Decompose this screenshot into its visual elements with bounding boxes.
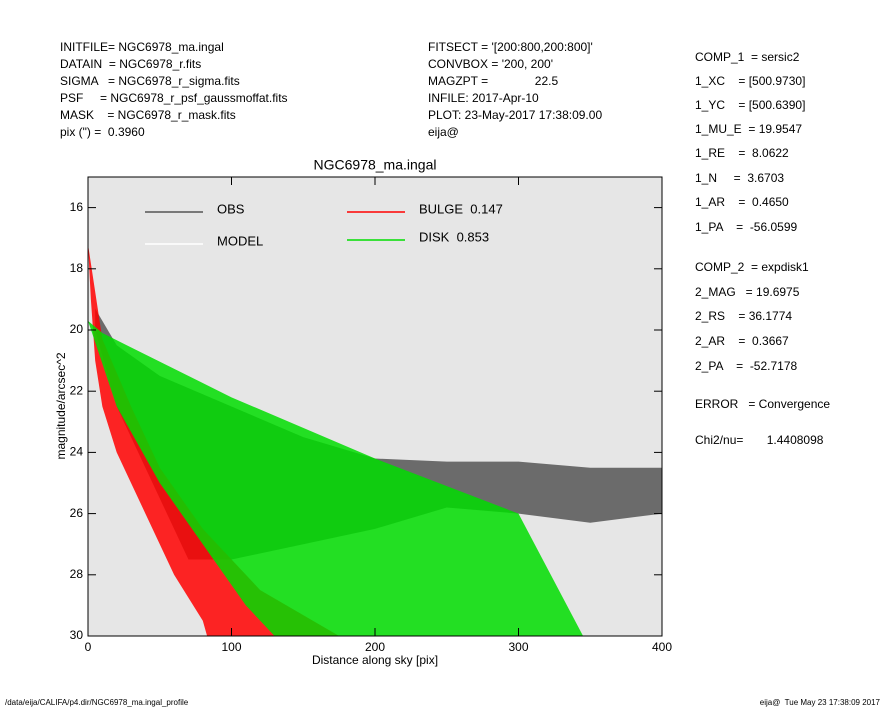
parameter-line: 2_MAG = 19.6975 (695, 285, 800, 299)
header-line: MASK = NGC6978_r_mask.fits (60, 108, 236, 122)
footer-stamp: eija@ Tue May 23 17:38:09 2017 (760, 698, 881, 707)
parameter-line: 2_PA = -52.7178 (695, 359, 798, 373)
parameter-line: 1_RE = 8.0622 (695, 146, 789, 160)
x-tick-label: 400 (652, 640, 672, 654)
parameter-line: Chi2/nu= 1.4408098 (695, 433, 824, 447)
parameter-line: COMP_2 = expdisk1 (695, 260, 809, 274)
data-region (88, 320, 584, 636)
legend-label: BULGE 0.147 (419, 201, 503, 216)
parameter-line: COMP_1 = sersic2 (695, 50, 800, 64)
y-tick-label: 20 (70, 322, 84, 336)
header-line: eija@ (428, 125, 459, 139)
header-line: PLOT: 23-May-2017 17:38:09.00 (428, 108, 602, 122)
y-tick-label: 26 (70, 506, 84, 520)
parameter-line: 2_AR = 0.3667 (695, 334, 789, 348)
legend-label: MODEL (217, 233, 263, 248)
x-axis-label: Distance along sky [pix] (312, 653, 438, 667)
y-tick-label: 28 (70, 567, 84, 581)
y-tick-label: 18 (70, 261, 84, 275)
legend-label: OBS (217, 201, 245, 216)
y-tick-label: 30 (70, 628, 84, 642)
y-tick-label: 24 (70, 445, 84, 459)
parameter-line: 1_YC = [500.6390] (695, 98, 805, 112)
parameter-line: 1_AR = 0.4650 (695, 195, 789, 209)
x-tick-label: 200 (365, 640, 385, 654)
parameter-line: 1_XC = [500.9730] (695, 74, 805, 88)
header-line: INITFILE= NGC6978_ma.ingal (60, 40, 224, 54)
header-line: MAGZPT = 22.5 (428, 74, 558, 88)
y-axis-label: magnitude/arcsec^2 (54, 352, 68, 459)
header-line: INFILE: 2017-Apr-10 (428, 91, 539, 105)
parameter-line: ERROR = Convergence (695, 397, 830, 411)
parameter-line: 2_RS = 36.1774 (695, 309, 792, 323)
x-tick-label: 100 (221, 640, 241, 654)
header-line: DATAIN = NGC6978_r.fits (60, 57, 201, 71)
header-line: CONVBOX = '200, 200' (428, 57, 553, 71)
parameter-line: 1_MU_E = 19.9547 (695, 122, 802, 136)
header-line: pix (") = 0.3960 (60, 125, 145, 139)
legend-label: DISK 0.853 (419, 229, 489, 244)
footer-path: /data/eija/CALIFA/p4.dir/NGC6978_ma.inga… (5, 698, 189, 707)
chart-title: NGC6978_ma.ingal (314, 157, 437, 173)
x-tick-label: 300 (508, 640, 528, 654)
y-tick-label: 22 (70, 383, 84, 397)
x-tick-label: 0 (85, 640, 92, 654)
parameter-line: 1_PA = -56.0599 (695, 220, 798, 234)
y-tick-label: 16 (70, 200, 84, 214)
parameter-line: 1_N = 3.6703 (695, 171, 784, 185)
header-line: FITSECT = '[200:800,200:800]' (428, 40, 593, 54)
header-line: PSF = NGC6978_r_psf_gaussmoffat.fits (60, 91, 288, 105)
header-line: SIGMA = NGC6978_r_sigma.fits (60, 74, 240, 88)
